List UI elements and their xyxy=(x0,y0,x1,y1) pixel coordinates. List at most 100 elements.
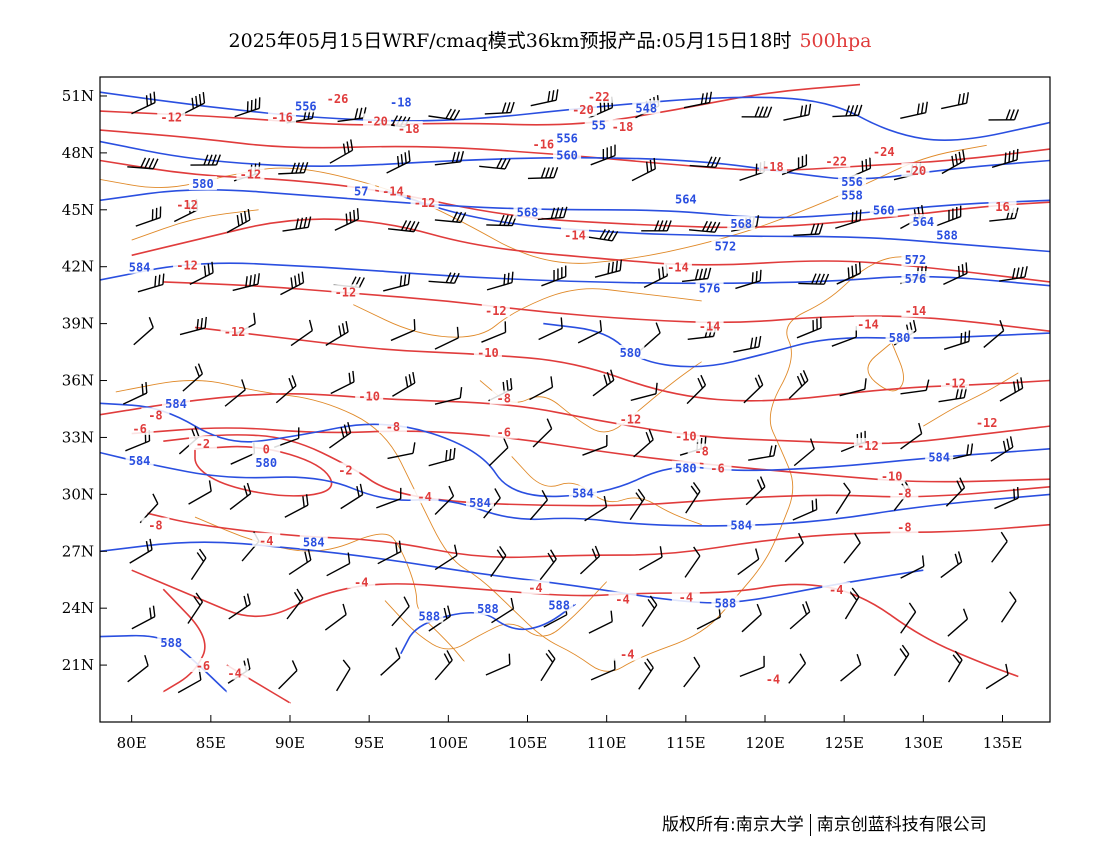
wind-barb-icon xyxy=(947,608,969,637)
wind-barb-icon xyxy=(631,157,656,182)
contour-label: -14 xyxy=(382,185,404,199)
boundary-line xyxy=(353,288,702,338)
contour-label-bg xyxy=(901,270,930,285)
wind-barb-icon xyxy=(748,444,777,461)
contour-label: 584 xyxy=(469,496,491,510)
wind-barb-icon xyxy=(900,555,925,579)
wind-barb-icon xyxy=(630,382,658,402)
wind-barb-icon xyxy=(529,376,554,401)
wind-barb-icon xyxy=(948,650,963,683)
contour-label-bg xyxy=(613,646,642,661)
lon-tick-label: 130E xyxy=(904,734,944,752)
temperature-contours xyxy=(100,83,1050,704)
contour-label-bg xyxy=(415,608,444,623)
height-contour-line xyxy=(384,190,1050,253)
contour-label: -8 xyxy=(148,519,162,533)
contour-label-bg xyxy=(925,449,954,464)
contour-label: -12 xyxy=(335,285,357,299)
contour-label-bg xyxy=(901,252,930,267)
wind-barb-icon xyxy=(334,208,360,231)
height-contour-line xyxy=(100,451,1050,527)
contour-label-bg xyxy=(363,113,392,128)
contour-label: -6 xyxy=(710,462,724,476)
contour-label: -10 xyxy=(358,390,380,404)
wind-barb-icon xyxy=(741,603,762,633)
contour-label-bg xyxy=(877,468,906,483)
wind-barb-icon xyxy=(387,442,416,460)
wind-barb-icon xyxy=(530,89,559,107)
footer-divider xyxy=(809,814,811,836)
contour-label-bg xyxy=(188,657,217,672)
wind-barb-icon xyxy=(179,316,207,336)
wind-barb-icon xyxy=(527,167,559,180)
contour-label-bg xyxy=(703,460,732,475)
contour-label-bg xyxy=(173,257,202,272)
contour-label-bg xyxy=(141,407,170,422)
wind-barb-icon xyxy=(131,91,156,115)
lon-tick-label: 105E xyxy=(508,734,548,752)
wind-barb-icon xyxy=(582,435,608,456)
wind-barb-icon xyxy=(743,374,764,404)
wind-barb-icon xyxy=(537,206,568,221)
wind-barb-icon xyxy=(994,487,1019,510)
contour-label-bg xyxy=(378,183,407,198)
lat-tick-label: 21N xyxy=(62,656,94,674)
contour-label-bg xyxy=(141,517,170,532)
contour-label-bg xyxy=(758,671,787,686)
wind-barb-icon xyxy=(131,605,156,630)
contour-label-bg xyxy=(188,176,217,191)
wind-barb-icon xyxy=(386,150,411,174)
wind-barb-icon xyxy=(688,220,721,233)
wind-barb-icon xyxy=(388,220,420,233)
contour-label: -12 xyxy=(485,304,507,318)
contour-label: -8 xyxy=(897,521,911,535)
contour-label: -2 xyxy=(338,464,352,478)
wind-barb-icon xyxy=(592,369,615,397)
contour-label: -4 xyxy=(615,593,629,607)
contour-label-bg xyxy=(972,415,1001,430)
lon-tick-label: 95E xyxy=(354,734,384,752)
wind-barb-icon xyxy=(328,422,352,449)
contour-label: -14 xyxy=(905,304,927,318)
chart-title: 2025年05月15日WRF/cmaq模式36km预报产品:05月15日18时 5… xyxy=(0,26,1100,53)
wind-barb-icon xyxy=(135,206,162,227)
contour-label: -4 xyxy=(620,648,634,662)
wind-barb-icon xyxy=(683,656,701,688)
wind-barb-icon xyxy=(941,92,969,110)
contour-label-bg xyxy=(941,375,969,390)
contour-label-bg xyxy=(671,460,700,475)
boundary-line xyxy=(131,209,259,241)
lat-tick-label: 42N xyxy=(62,258,94,276)
wind-barb-icon xyxy=(486,271,514,291)
contour-label-bg xyxy=(671,191,700,206)
contour-label-bg xyxy=(608,591,637,606)
lon-tick-label: 125E xyxy=(824,734,864,752)
contour-label-bg xyxy=(220,665,249,680)
contour-label: 556 xyxy=(295,99,317,113)
contour-label-bg xyxy=(410,489,439,504)
contour-label: -18 xyxy=(390,96,412,110)
wind-barb-icon xyxy=(529,489,549,521)
wind-barb-icon xyxy=(735,269,762,290)
contour-label: 576 xyxy=(905,272,927,286)
wind-barb-icon xyxy=(900,602,917,634)
contour-label: -8 xyxy=(148,409,162,423)
contour-label: -10 xyxy=(477,346,499,360)
title-main: 2025年05月15日WRF/cmaq模式36km预报产品:05月15日18时 xyxy=(228,30,792,52)
height-contour-line xyxy=(100,262,1050,287)
contour-label: -4 xyxy=(766,672,780,686)
contour-label: -2 xyxy=(196,437,210,451)
wind-barb-icon xyxy=(391,596,410,627)
lon-tick-label: 115E xyxy=(666,734,706,752)
contour-label-bg xyxy=(378,418,407,433)
contour-label: 580 xyxy=(675,462,697,476)
contour-label-bg xyxy=(568,102,597,117)
contour-label: -10 xyxy=(675,429,697,443)
contour-label: 588 xyxy=(418,610,440,624)
lat-tick-label: 24N xyxy=(62,599,94,617)
wind-barb-icon xyxy=(900,379,930,395)
wind-barb-icon xyxy=(434,151,465,166)
wind-barb-icon xyxy=(428,447,456,467)
contour-label: -14 xyxy=(699,319,721,333)
contour-label: 57 xyxy=(354,185,368,199)
